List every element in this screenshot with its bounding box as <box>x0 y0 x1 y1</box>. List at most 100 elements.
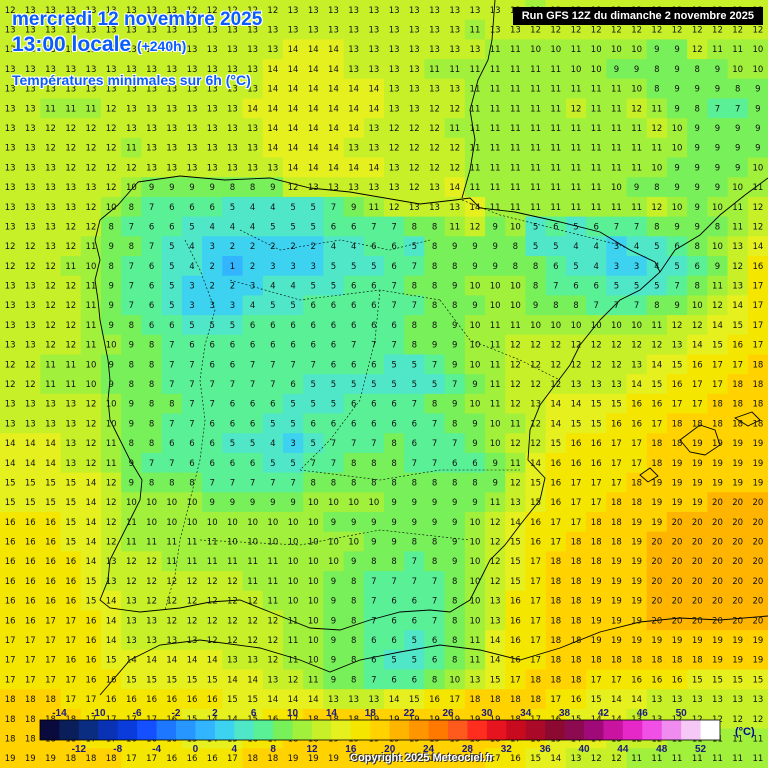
temperature-value: 14 <box>247 104 258 114</box>
temperature-value: 12 <box>449 144 460 154</box>
temperature-value: 4 <box>270 439 275 449</box>
temperature-value: 12 <box>409 144 420 154</box>
legend-swatch <box>409 720 429 740</box>
temperature-value: 9 <box>735 163 740 173</box>
temperature-value: 13 <box>470 45 481 55</box>
temperature-value: 13 <box>348 65 359 75</box>
temperature-cell <box>161 19 183 40</box>
temperature-value: 5 <box>634 282 639 292</box>
temperature-value: 6 <box>391 675 396 685</box>
temperature-value: 19 <box>732 636 743 646</box>
temperature-value: 14 <box>651 360 662 370</box>
temperature-value: 6 <box>169 203 174 213</box>
temperature-cell <box>707 39 729 60</box>
temperature-value: 9 <box>452 557 457 567</box>
temperature-value: 10 <box>146 518 157 528</box>
temperature-value: 10 <box>288 557 299 567</box>
temperature-value: 12 <box>651 203 662 213</box>
temperature-value: 7 <box>290 360 295 370</box>
temperature-cell <box>384 118 405 139</box>
temperature-value: 10 <box>368 498 379 508</box>
temperature-value: 7 <box>189 419 194 429</box>
temperature-cell <box>0 59 21 80</box>
temperature-value: 9 <box>351 203 356 213</box>
temperature-cell <box>181 0 203 21</box>
temperature-value: 6 <box>331 321 336 331</box>
temperature-cell <box>384 19 405 40</box>
temperature-value: 12 <box>45 124 56 134</box>
temperature-value: 9 <box>149 183 154 193</box>
temperature-cell <box>464 0 486 21</box>
temperature-value: 15 <box>166 675 177 685</box>
temperature-value: 10 <box>490 419 501 429</box>
temperature-value: 8 <box>432 321 437 331</box>
temperature-cell <box>666 137 688 159</box>
temperature-value: 12 <box>25 242 36 252</box>
temperature-value: 5 <box>209 321 214 331</box>
temperature-value: 20 <box>651 616 662 626</box>
temperature-value: 11 <box>227 557 238 567</box>
temperature-value: 10 <box>348 498 359 508</box>
temperature-value: 11 <box>126 518 137 528</box>
temperature-value: 10 <box>288 518 299 528</box>
temperature-value: 12 <box>106 124 117 134</box>
temperature-value: 9 <box>331 675 336 685</box>
temperature-value: 5 <box>311 282 316 292</box>
temperature-cell <box>444 118 466 139</box>
temperature-value: 7 <box>412 459 417 469</box>
temperature-value: 13 <box>65 183 76 193</box>
temperature-cell <box>586 118 607 139</box>
temperature-cell <box>707 78 729 100</box>
temperature-value: 20 <box>672 518 683 528</box>
temperature-value: 12 <box>389 144 400 154</box>
forecast-time: 13:00 locale (+240h) <box>12 33 186 57</box>
temperature-value: 14 <box>348 163 359 173</box>
temperature-value: 5 <box>331 262 336 272</box>
temperature-value: 15 <box>207 675 218 685</box>
temperature-value: 18 <box>631 656 642 666</box>
legend-top-label: 46 <box>637 708 649 719</box>
temperature-value: 16 <box>571 695 582 705</box>
temperature-value: 4 <box>189 242 194 252</box>
temperature-cell <box>303 39 324 60</box>
temperature-cell <box>20 59 42 80</box>
temperature-value: 6 <box>391 597 396 607</box>
temperature-value: 12 <box>146 557 157 567</box>
temperature-value: 11 <box>611 124 622 134</box>
temperature-value: 11 <box>470 183 481 193</box>
temperature-value: 9 <box>674 104 679 114</box>
temperature-value: 18 <box>692 656 703 666</box>
temperature-value: 10 <box>510 282 521 292</box>
temperature-value: 12 <box>530 341 541 351</box>
temperature-value: 14 <box>86 518 97 528</box>
forecast-lead-time: (+240h) <box>136 38 187 54</box>
temperature-value: 9 <box>108 282 113 292</box>
temperature-value: 15 <box>672 360 683 370</box>
temperature-value: 14 <box>106 636 117 646</box>
temperature-value: 9 <box>674 301 679 311</box>
temperature-value: 13 <box>187 104 198 114</box>
temperature-value: 10 <box>712 203 723 213</box>
temperature-value: 10 <box>328 557 339 567</box>
temperature-value: 15 <box>45 478 56 488</box>
temperature-cell <box>363 98 385 119</box>
legend-bottom-label: 0 <box>193 744 199 755</box>
temperature-cell <box>222 39 244 60</box>
temperature-value: 13 <box>591 380 602 390</box>
temperature-value: 12 <box>5 360 16 370</box>
temperature-value: 7 <box>412 301 417 311</box>
temperature-value: 5 <box>573 262 578 272</box>
temperature-value: 5 <box>230 439 235 449</box>
temperature-value: 6 <box>250 400 255 410</box>
temperature-value: 11 <box>308 675 319 685</box>
temperature-cell <box>363 19 385 40</box>
temperature-value: 16 <box>550 498 561 508</box>
temperature-value: 18 <box>510 695 521 705</box>
temperature-value: 15 <box>5 498 16 508</box>
temperature-value: 11 <box>530 163 541 173</box>
legend-swatch <box>370 720 391 740</box>
legend-swatch <box>78 720 99 740</box>
temperature-value: 14 <box>328 104 339 114</box>
temperature-value: 13 <box>247 45 258 55</box>
temperature-value: 5 <box>371 380 376 390</box>
